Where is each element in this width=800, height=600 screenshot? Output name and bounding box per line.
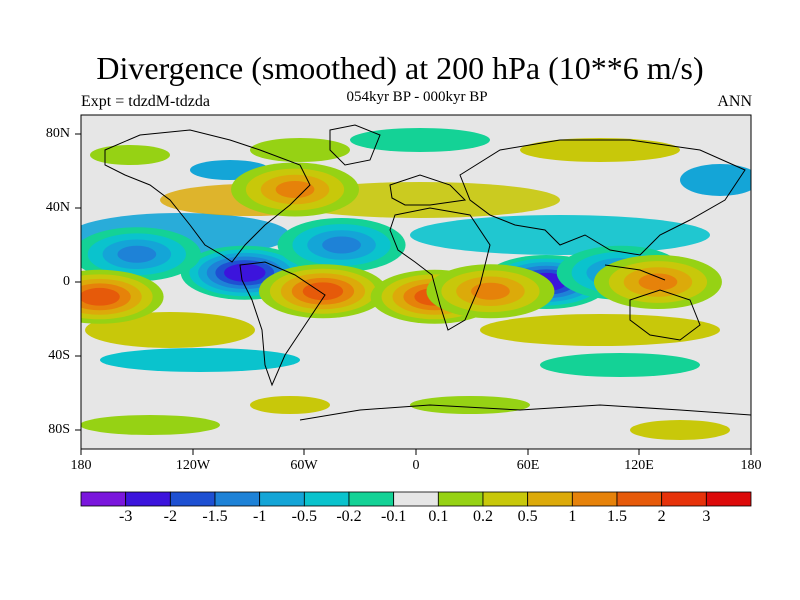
colorbar-swatch bbox=[482, 491, 529, 507]
colorbar-label: 0.5 bbox=[517, 508, 538, 525]
colorbar-swatch bbox=[169, 491, 216, 507]
y-tick-label: 40S bbox=[48, 348, 70, 363]
convergence-center bbox=[117, 245, 157, 263]
colorbar-label: -0.2 bbox=[336, 508, 362, 525]
x-tick-label: 60W bbox=[290, 458, 318, 473]
europe-coast bbox=[389, 174, 467, 206]
colorbar-label: -3 bbox=[118, 508, 133, 525]
coastlines bbox=[104, 124, 751, 421]
convergence-center bbox=[322, 236, 361, 254]
colorbar-label: -1 bbox=[252, 508, 267, 525]
colorbar-label: -0.5 bbox=[291, 508, 317, 525]
colorbar-swatch bbox=[705, 491, 752, 507]
colorbar-swatch bbox=[616, 491, 663, 507]
map-title: Divergence (smoothed) at 200 hPa (10**6 … bbox=[96, 50, 704, 86]
colorbar-label: -0.1 bbox=[380, 508, 407, 525]
period-label: 054kyr BP - 000kyr BP bbox=[346, 89, 488, 105]
colorbar-swatch bbox=[259, 491, 305, 507]
x-tick-label: 180 bbox=[740, 458, 762, 473]
colorbar-swatch bbox=[527, 491, 573, 507]
indonesia-coast bbox=[604, 264, 666, 281]
colorbar-label: -1.5 bbox=[202, 508, 228, 525]
x-tick-label: 120W bbox=[175, 458, 211, 473]
convergence-center bbox=[224, 263, 266, 282]
x-tick-label: 120E bbox=[624, 458, 654, 473]
colorbar bbox=[80, 491, 752, 507]
south-america-coast bbox=[239, 261, 326, 387]
x-tick-label: 180 bbox=[70, 458, 92, 473]
colorbar-swatch bbox=[437, 491, 484, 507]
colorbar-swatch bbox=[80, 491, 127, 507]
y-tick-label: 80S bbox=[48, 422, 70, 437]
divergence-center bbox=[275, 180, 315, 199]
colorbar-label: 1 bbox=[568, 508, 577, 525]
colorbar-swatch bbox=[125, 491, 171, 507]
colorbar-label: 3 bbox=[702, 508, 711, 525]
experiment-label: Expt = tdzdM-tdzda bbox=[81, 93, 210, 110]
colorbar-swatch bbox=[571, 491, 618, 507]
colorbar-swatch bbox=[393, 491, 439, 507]
divergence-center bbox=[471, 282, 510, 300]
y-tick-label: 0 bbox=[63, 274, 70, 289]
colorbar-label: 0.1 bbox=[428, 508, 449, 525]
asia-coast bbox=[459, 139, 746, 256]
y-tick-label: 40N bbox=[45, 200, 70, 215]
colorbar-swatch bbox=[348, 491, 395, 507]
divergence-center bbox=[638, 273, 678, 291]
map-plot-area bbox=[81, 115, 751, 449]
colorbar-swatch bbox=[661, 491, 707, 507]
colorbar-swatch bbox=[303, 491, 350, 507]
y-tick-label: 80N bbox=[45, 126, 70, 141]
divergence-center bbox=[81, 287, 120, 306]
axis-ticks bbox=[75, 133, 752, 455]
divergence-centers bbox=[81, 162, 722, 324]
colorbar-label: -2 bbox=[163, 508, 177, 525]
north-america-coast bbox=[104, 129, 311, 263]
colorbar-label: 0.2 bbox=[473, 508, 493, 525]
colorbar-label: 2 bbox=[657, 508, 666, 525]
australia-coast bbox=[629, 289, 701, 341]
greenland-coast bbox=[329, 124, 381, 166]
x-tick-label: 60E bbox=[516, 458, 540, 473]
x-tick-label: 0 bbox=[412, 458, 420, 473]
colorbar-swatch bbox=[214, 491, 261, 507]
antarctica-coast bbox=[299, 404, 751, 421]
colorbar-label: 1.5 bbox=[607, 508, 627, 525]
season-label: ANN bbox=[717, 93, 752, 110]
africa-coast bbox=[389, 207, 491, 331]
